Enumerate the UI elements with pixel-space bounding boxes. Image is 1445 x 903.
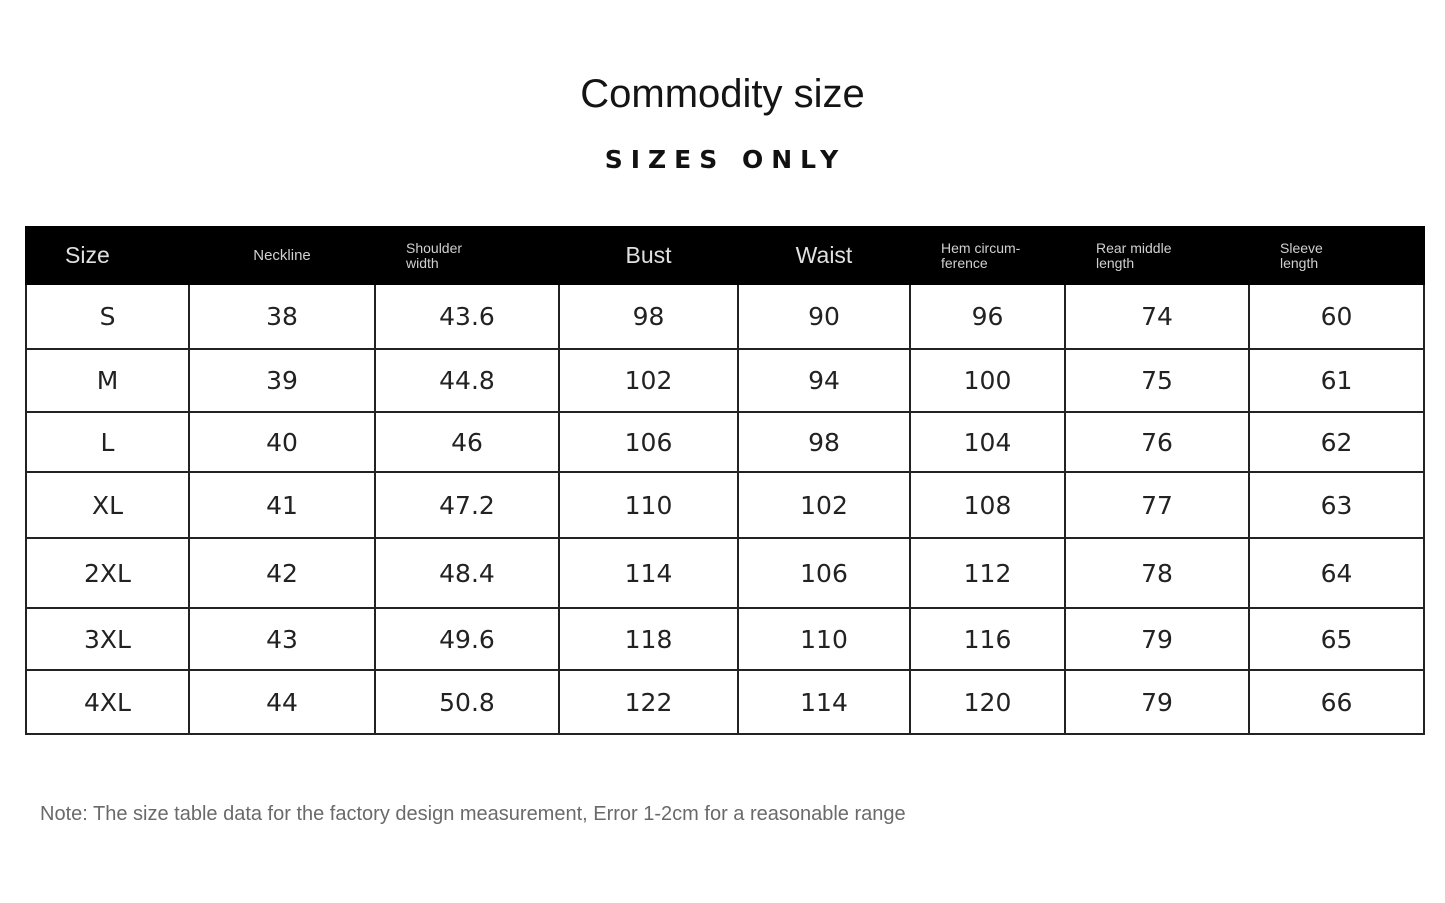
table-cell: 38 xyxy=(188,283,376,350)
table-row: 3XL 43 49.6 118 110 116 79 65 xyxy=(25,607,1425,671)
table-cell: 96 xyxy=(909,283,1066,350)
table-cell: 100 xyxy=(909,348,1066,413)
header-label-line2: ference xyxy=(941,254,988,271)
table-cell: 110 xyxy=(558,471,739,539)
table-cell: 122 xyxy=(558,669,739,735)
table-cell: 61 xyxy=(1248,348,1425,413)
header-label-line1: Rear middle xyxy=(1096,239,1172,256)
table-cell: 114 xyxy=(558,537,739,609)
header-waist: Waist xyxy=(737,226,911,285)
table-cell: 41 xyxy=(188,471,376,539)
table-cell: L xyxy=(25,411,190,473)
table-cell: 66 xyxy=(1248,669,1425,735)
header-neckline: Neckline xyxy=(188,226,376,285)
table-cell: 110 xyxy=(737,607,911,671)
page-title: Commodity size xyxy=(580,72,865,116)
table-cell: 79 xyxy=(1064,669,1250,735)
table-row: 2XL 42 48.4 114 106 112 78 64 xyxy=(25,537,1425,609)
table-cell: 46 xyxy=(374,411,560,473)
table-cell: 49.6 xyxy=(374,607,560,671)
header-label: Size xyxy=(65,242,110,268)
table-cell: 108 xyxy=(909,471,1066,539)
table-cell: 42 xyxy=(188,537,376,609)
table-row: 4XL 44 50.8 122 114 120 79 66 xyxy=(25,669,1425,735)
table-cell: 50.8 xyxy=(374,669,560,735)
table-cell: 62 xyxy=(1248,411,1425,473)
table-cell: 98 xyxy=(558,283,739,350)
table-cell: 39 xyxy=(188,348,376,413)
header-label-line2: width xyxy=(406,254,439,271)
table-cell: 2XL xyxy=(25,537,190,609)
header-label: Waist xyxy=(795,242,853,268)
table-cell: M xyxy=(25,348,190,413)
table-cell: 40 xyxy=(188,411,376,473)
table-cell: 76 xyxy=(1064,411,1250,473)
header-label-line1: Sleeve xyxy=(1280,239,1323,256)
header-label-line1: Hem circum- xyxy=(941,239,1021,256)
table-cell: 47.2 xyxy=(374,471,560,539)
table-cell: 65 xyxy=(1248,607,1425,671)
table-cell: 63 xyxy=(1248,471,1425,539)
header-hem-circumference: Hem circum- ference xyxy=(909,226,1066,285)
table-row: S 38 43.6 98 90 96 74 60 xyxy=(25,283,1425,350)
table-header-row: Size Neckline Shoulder width Bust Waist … xyxy=(25,226,1425,285)
table-cell: 77 xyxy=(1064,471,1250,539)
table-cell: S xyxy=(25,283,190,350)
table-cell: 94 xyxy=(737,348,911,413)
header-label-line2: length xyxy=(1280,254,1319,271)
header-sleeve-length: Sleeve length xyxy=(1248,226,1425,285)
header-rear-middle-length: Rear middle length xyxy=(1064,226,1250,285)
table-cell: 106 xyxy=(558,411,739,473)
table-cell: 114 xyxy=(737,669,911,735)
table-row: L 40 46 106 98 104 76 62 xyxy=(25,411,1425,473)
table-cell: 3XL xyxy=(25,607,190,671)
measurement-note: Note: The size table data for the factor… xyxy=(40,803,906,825)
table-cell: 74 xyxy=(1064,283,1250,350)
table-cell: 64 xyxy=(1248,537,1425,609)
table-row: M 39 44.8 102 94 100 75 61 xyxy=(25,348,1425,413)
table-cell: 102 xyxy=(558,348,739,413)
header-label: Bust xyxy=(625,242,672,268)
table-cell: 48.4 xyxy=(374,537,560,609)
table-cell: 43.6 xyxy=(374,283,560,350)
header-label-line1: Shoulder xyxy=(406,239,463,256)
table-cell: 79 xyxy=(1064,607,1250,671)
table-cell: 43 xyxy=(188,607,376,671)
table-cell: 44.8 xyxy=(374,348,560,413)
table-cell: 60 xyxy=(1248,283,1425,350)
table-cell: 112 xyxy=(909,537,1066,609)
size-table: Size Neckline Shoulder width Bust Waist … xyxy=(25,226,1425,735)
table-cell: 102 xyxy=(737,471,911,539)
table-cell: 44 xyxy=(188,669,376,735)
header-size: Size xyxy=(25,226,190,285)
table-cell: 118 xyxy=(558,607,739,671)
header-shoulder-width: Shoulder width xyxy=(374,226,560,285)
table-cell: 75 xyxy=(1064,348,1250,413)
table-cell: 104 xyxy=(909,411,1066,473)
header-bust: Bust xyxy=(558,226,739,285)
page-subtitle: SIZES ONLY xyxy=(604,145,847,174)
table-cell: 120 xyxy=(909,669,1066,735)
table-row: XL 41 47.2 110 102 108 77 63 xyxy=(25,471,1425,539)
table-cell: 4XL xyxy=(25,669,190,735)
table-cell: 106 xyxy=(737,537,911,609)
table-cell: 90 xyxy=(737,283,911,350)
table-cell: 116 xyxy=(909,607,1066,671)
header-label: Neckline xyxy=(253,246,311,264)
table-cell: 78 xyxy=(1064,537,1250,609)
table-cell: 98 xyxy=(737,411,911,473)
table-cell: XL xyxy=(25,471,190,539)
header-label-line2: length xyxy=(1096,254,1135,271)
